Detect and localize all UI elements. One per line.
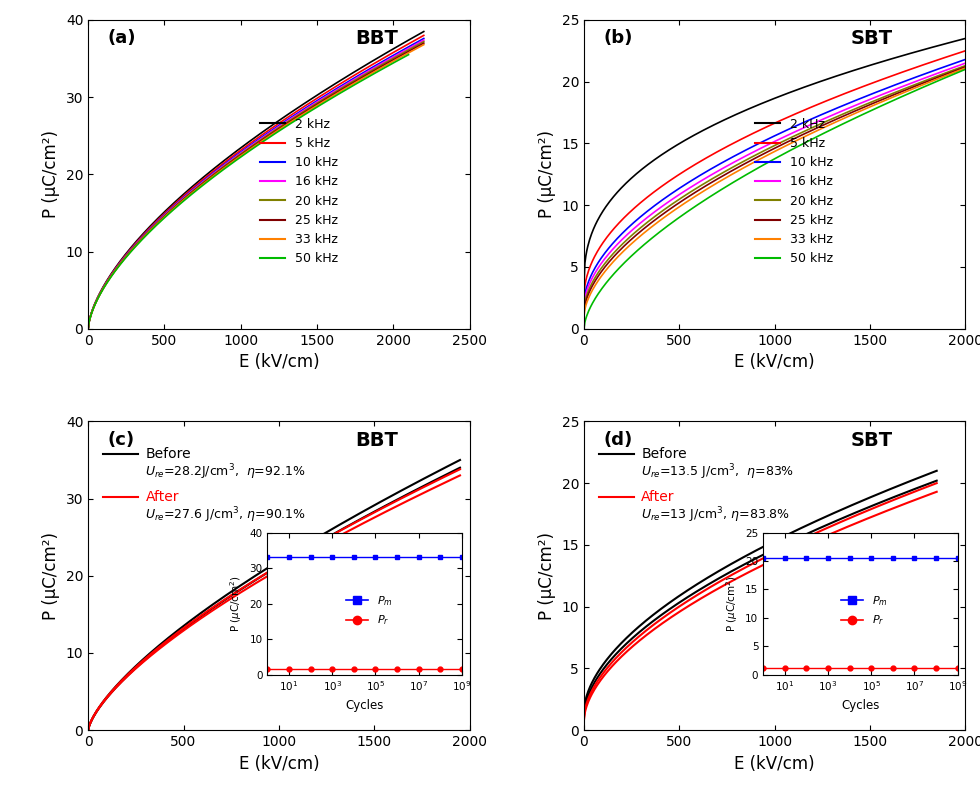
X-axis label: E (kV/cm): E (kV/cm) — [734, 755, 815, 772]
Text: After: After — [641, 490, 674, 504]
Y-axis label: P (μC/cm²): P (μC/cm²) — [42, 531, 60, 620]
Text: (b): (b) — [603, 30, 632, 47]
Text: BBT: BBT — [355, 431, 398, 449]
X-axis label: E (kV/cm): E (kV/cm) — [734, 354, 815, 371]
Text: $U_{re}$=13 J/cm$^3$, $\eta$=83.8%: $U_{re}$=13 J/cm$^3$, $\eta$=83.8% — [641, 506, 790, 525]
Legend: 2 kHz, 5 kHz, 10 kHz, 16 kHz, 20 kHz, 25 kHz, 33 kHz, 50 kHz: 2 kHz, 5 kHz, 10 kHz, 16 kHz, 20 kHz, 25… — [751, 113, 839, 271]
Text: (d): (d) — [603, 431, 632, 448]
Text: $U_{re}$=28.2J/cm$^3$,  $\eta$=92.1%: $U_{re}$=28.2J/cm$^3$, $\eta$=92.1% — [145, 463, 306, 482]
Text: (c): (c) — [107, 431, 134, 448]
Text: (a): (a) — [107, 30, 136, 47]
Text: $U_{re}$=27.6 J/cm$^3$, $\eta$=90.1%: $U_{re}$=27.6 J/cm$^3$, $\eta$=90.1% — [145, 506, 307, 525]
Text: SBT: SBT — [851, 30, 893, 48]
X-axis label: E (kV/cm): E (kV/cm) — [238, 354, 319, 371]
Y-axis label: P (μC/cm²): P (μC/cm²) — [42, 130, 60, 219]
Text: Before: Before — [641, 447, 687, 460]
Y-axis label: P (μC/cm²): P (μC/cm²) — [538, 130, 556, 219]
Text: BBT: BBT — [355, 30, 398, 48]
Legend: 2 kHz, 5 kHz, 10 kHz, 16 kHz, 20 kHz, 25 kHz, 33 kHz, 50 kHz: 2 kHz, 5 kHz, 10 kHz, 16 kHz, 20 kHz, 25… — [255, 113, 343, 271]
Text: Before: Before — [145, 447, 191, 460]
X-axis label: E (kV/cm): E (kV/cm) — [238, 755, 319, 772]
Text: SBT: SBT — [851, 431, 893, 449]
Y-axis label: P (μC/cm²): P (μC/cm²) — [538, 531, 556, 620]
Text: $U_{re}$=13.5 J/cm$^3$,  $\eta$=83%: $U_{re}$=13.5 J/cm$^3$, $\eta$=83% — [641, 463, 795, 482]
Text: After: After — [145, 490, 179, 504]
